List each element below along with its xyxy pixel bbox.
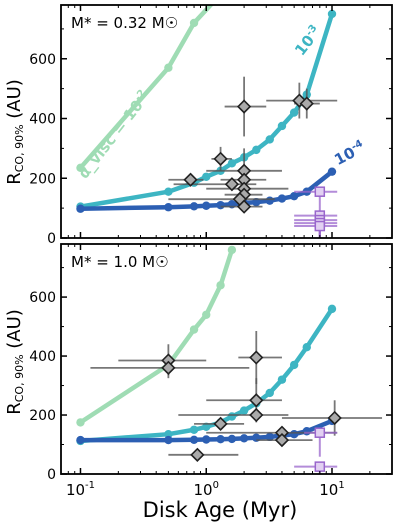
model-curve-line [78, 5, 214, 171]
observed-diamond-marker [249, 407, 264, 423]
model-point [277, 121, 287, 131]
observed-diamond-marker [213, 416, 228, 432]
axes-frame [60, 4, 393, 239]
observed-diamond-marker [299, 96, 314, 111]
y-tick-label: 0 [47, 467, 56, 483]
model-curve-line [78, 306, 335, 444]
model-point [227, 412, 237, 421]
model-point [302, 427, 311, 436]
y-tick-label: 400 [29, 112, 56, 128]
model-point [289, 429, 299, 439]
curve-label: α_visc = 10-2 [74, 88, 153, 182]
model-point [76, 204, 85, 213]
upper-limit-marker [314, 220, 326, 232]
y-tick-label: 200 [29, 171, 56, 187]
model-point [227, 434, 237, 444]
model-point [189, 18, 199, 28]
model-point [239, 434, 249, 443]
model-point [76, 163, 85, 173]
upper-limit-marker [314, 186, 326, 197]
model-point [189, 435, 199, 444]
observed-diamond-marker [327, 410, 342, 426]
model-point [216, 435, 225, 444]
model-point [289, 360, 299, 370]
observed-diamond-marker [236, 99, 252, 114]
model-point [76, 435, 85, 445]
model-point [189, 425, 199, 434]
observed-diamond-marker [274, 432, 290, 448]
observed-diamond-marker [213, 151, 228, 166]
model-point [202, 172, 211, 181]
x-tick-label: 100 [194, 480, 219, 499]
y-axis-label-top: RCO, 90% (AU) [4, 79, 26, 185]
observed-diamond-marker [161, 360, 176, 375]
observed-diamond-marker [249, 393, 264, 408]
plot-area [76, 245, 383, 474]
axes-frame [60, 243, 393, 475]
plot-area [76, 0, 338, 238]
model-point [327, 304, 337, 314]
model-point [164, 187, 173, 196]
x-tick-label: 101 [319, 480, 344, 499]
upper-limit-marker [314, 427, 326, 438]
y-axis-label: RCO, 90% (AU) [4, 309, 26, 415]
model-point [164, 435, 173, 445]
model-point [164, 63, 173, 72]
model-point [277, 375, 287, 384]
model-point [202, 310, 211, 319]
model-point [227, 245, 237, 255]
model-point [289, 108, 299, 117]
observed-diamond-marker [224, 177, 240, 192]
model-point [265, 432, 274, 442]
model-point [265, 135, 274, 144]
model-point [327, 167, 337, 176]
model-curve-line [78, 247, 235, 425]
y-tick-label: 600 [29, 290, 56, 306]
model-point [212, 0, 220, 3]
panel-bottom: 0 200 400 600 10-1 100 101 M* = 1.0 M☉ [29, 243, 393, 499]
model-point [277, 194, 287, 203]
model-point [289, 191, 299, 201]
model-point [327, 9, 337, 19]
stellar-mass-annotation: M* = 1.0 M☉ [71, 253, 169, 271]
upper-limit-marker [314, 461, 326, 472]
model-point [227, 159, 237, 168]
model-point [216, 200, 225, 210]
model-point [252, 145, 261, 155]
model-point [302, 343, 311, 352]
observed-diamond-marker [190, 447, 205, 462]
observed-diamond-marker [236, 199, 252, 214]
x-axis-label: Disk Age (Myr) [143, 498, 298, 522]
model-point [202, 435, 211, 444]
y-axis-label-bottom: RCO, 90% (AU) [4, 309, 26, 415]
observed-diamond-marker [249, 350, 264, 365]
model-point [76, 418, 85, 427]
model-point [189, 202, 199, 211]
model-point [164, 429, 173, 439]
model-point [189, 325, 199, 334]
stellar-mass-annotation: M* = 0.32 M☉ [71, 14, 178, 32]
y-tick-label: 0 [47, 231, 56, 247]
model-point [202, 201, 211, 210]
x-tick-label: 10-1 [66, 480, 95, 499]
model-point [265, 388, 274, 398]
model-point [265, 196, 274, 205]
y-tick-label: 600 [29, 52, 56, 68]
model-point [239, 406, 249, 415]
curve-label: 10-4 [331, 138, 368, 169]
model-point [216, 281, 225, 290]
y-tick-label: 400 [29, 349, 56, 365]
y-tick-label: 200 [29, 408, 56, 424]
observed-diamond-marker [183, 172, 198, 187]
y-axis-label: RCO, 90% (AU) [4, 79, 26, 185]
model-point [164, 203, 173, 212]
